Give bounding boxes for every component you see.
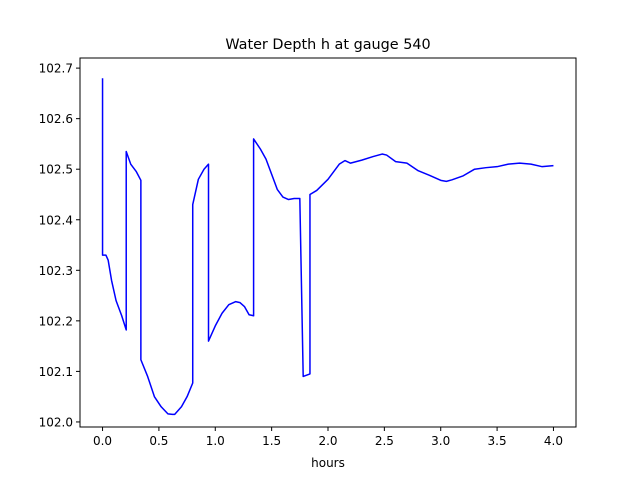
- x-tick-label: 0.5: [149, 434, 168, 448]
- chart-title: Water Depth h at gauge 540: [225, 37, 430, 53]
- x-tick-label: 4.0: [544, 434, 563, 448]
- plot-frame: [79, 57, 577, 428]
- series-line: [101, 78, 554, 416]
- y-tick-label: 102.7: [39, 62, 73, 76]
- x-axis-label: hours: [311, 456, 345, 470]
- y-tick-label: 102.5: [39, 163, 73, 177]
- y-tick-label: 102.0: [39, 415, 73, 429]
- y-tick-label: 102.2: [39, 314, 73, 328]
- y-tick-label: 102.4: [39, 213, 73, 227]
- x-axis: 0.0 0.5 1.0 1.5 2.0 2.5 3.0 3.5 4.0: [93, 427, 563, 448]
- y-tick-label: 102.6: [39, 112, 73, 126]
- x-tick-label: 1.0: [206, 434, 225, 448]
- x-tick-label: 2.5: [375, 434, 394, 448]
- y-tick-label: 102.3: [39, 264, 73, 278]
- x-tick-label: 2.0: [318, 434, 337, 448]
- x-tick-label: 1.5: [262, 434, 281, 448]
- y-axis: 102.0 102.1 102.2 102.3 102.4 102.5 102.6 102.7: [39, 62, 80, 429]
- x-tick-label: 3.5: [488, 434, 507, 448]
- plot-layer: [101, 78, 554, 416]
- y-tick-label: 102.1: [39, 365, 73, 379]
- x-tick-label: 0.0: [93, 434, 112, 448]
- x-tick-label: 3.0: [431, 434, 450, 448]
